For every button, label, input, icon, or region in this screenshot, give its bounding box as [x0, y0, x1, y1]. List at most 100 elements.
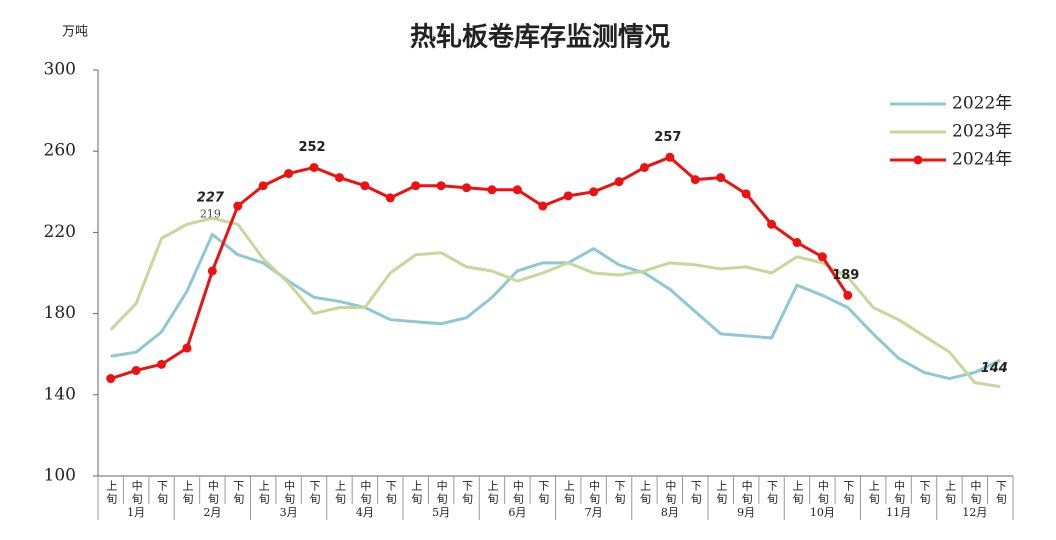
x-tick-label: 下旬	[613, 480, 626, 506]
legend-label: 2024年	[952, 150, 1012, 170]
point	[639, 162, 649, 172]
x-tick-label: 下旬	[232, 480, 245, 506]
month-label: 3月	[280, 506, 298, 519]
point	[843, 290, 853, 300]
point	[487, 185, 497, 195]
x-tick-label: 上旬	[181, 480, 194, 506]
point	[411, 181, 421, 191]
x-tick-label: 中旬	[588, 480, 601, 506]
series-line	[110, 155, 850, 380]
point	[334, 173, 344, 183]
point	[690, 175, 700, 185]
point	[284, 169, 294, 179]
series-line	[109, 216, 1001, 389]
legend-marker	[913, 155, 923, 165]
y-tick-label: 180	[44, 303, 76, 323]
point	[716, 173, 726, 183]
x-tick-label: 上旬	[943, 480, 956, 506]
x-tick-label: 上旬	[638, 480, 651, 506]
month-label: 9月	[737, 506, 755, 519]
data-label: 144	[981, 361, 1008, 376]
point	[233, 201, 243, 211]
x-tick-label: 上旬	[562, 480, 575, 506]
point	[106, 374, 116, 384]
x-tick-label: 中旬	[283, 480, 296, 506]
x-tick-label: 下旬	[156, 480, 169, 506]
x-tick-label: 上旬	[715, 480, 728, 506]
point	[157, 359, 167, 369]
x-tick-label: 上旬	[867, 480, 880, 506]
x-tick-label: 中旬	[511, 480, 524, 506]
legend-label: 2023年	[952, 122, 1012, 142]
point	[741, 189, 751, 199]
point	[665, 152, 675, 162]
point	[385, 193, 395, 203]
legend-label: 2022年	[952, 94, 1012, 114]
point	[512, 185, 522, 195]
point	[563, 191, 573, 201]
y-tick-label: 140	[44, 384, 76, 404]
x-tick-label: 上旬	[257, 480, 270, 506]
x-tick-label: 上旬	[333, 480, 346, 506]
month-label: 2月	[203, 506, 221, 519]
x-tick-label: 上旬	[486, 480, 499, 506]
point	[792, 238, 802, 248]
x-tick-label: 下旬	[537, 480, 550, 506]
chart-title: 热轧板卷库存监测情况	[410, 23, 670, 53]
y-tick-label: 220	[44, 222, 76, 242]
point	[309, 162, 319, 172]
x-tick-label: 下旬	[918, 480, 931, 506]
x-tick-label: 中旬	[435, 480, 448, 506]
point	[131, 365, 141, 375]
point	[360, 181, 370, 191]
point	[589, 187, 599, 197]
x-tick-label: 上旬	[105, 480, 118, 506]
data-label: 219	[200, 207, 221, 220]
x-tick-label: 上旬	[410, 480, 423, 506]
point	[538, 201, 548, 211]
month-label: 1月	[127, 506, 145, 519]
month-label: 10月	[810, 506, 835, 519]
x-tick-label: 中旬	[206, 480, 219, 506]
point	[436, 181, 446, 191]
x-tick-label: 中旬	[740, 480, 753, 506]
y-tick-label: 260	[44, 141, 76, 161]
month-label: 8月	[661, 506, 679, 519]
x-tick-label: 下旬	[994, 480, 1007, 506]
point	[207, 266, 217, 276]
x-tick-label: 中旬	[664, 480, 677, 506]
point	[614, 177, 624, 187]
data-label: 189	[832, 268, 859, 283]
y-tick-label: 100	[44, 466, 76, 486]
data-label: 257	[654, 130, 681, 145]
x-tick-label: 中旬	[816, 480, 829, 506]
x-tick-label: 中旬	[359, 480, 372, 506]
y-tick-label: 300	[44, 60, 76, 80]
x-tick-label: 下旬	[384, 480, 397, 506]
point	[817, 252, 827, 262]
point	[462, 183, 472, 193]
x-tick-label: 上旬	[791, 480, 804, 506]
point	[767, 219, 777, 229]
x-tick-label: 中旬	[893, 480, 906, 506]
point	[182, 343, 192, 353]
series-line	[110, 232, 1001, 381]
point	[258, 181, 268, 191]
month-label: 12月	[962, 506, 987, 519]
x-tick-label: 下旬	[766, 480, 779, 506]
month-label: 11月	[886, 506, 911, 519]
x-tick-label: 中旬	[130, 480, 143, 506]
x-tick-label: 下旬	[461, 480, 474, 506]
data-label: 252	[298, 140, 325, 155]
y-axis-label: 万吨	[62, 25, 88, 40]
x-tick-label: 下旬	[842, 480, 855, 506]
x-tick-label: 下旬	[308, 480, 321, 506]
x-tick-label: 中旬	[969, 480, 982, 506]
data-label: 227	[197, 191, 225, 206]
x-tick-label: 下旬	[689, 480, 702, 506]
month-label: 7月	[585, 506, 603, 519]
month-label: 5月	[432, 506, 450, 519]
month-label: 6月	[508, 506, 526, 519]
month-label: 4月	[356, 506, 374, 519]
